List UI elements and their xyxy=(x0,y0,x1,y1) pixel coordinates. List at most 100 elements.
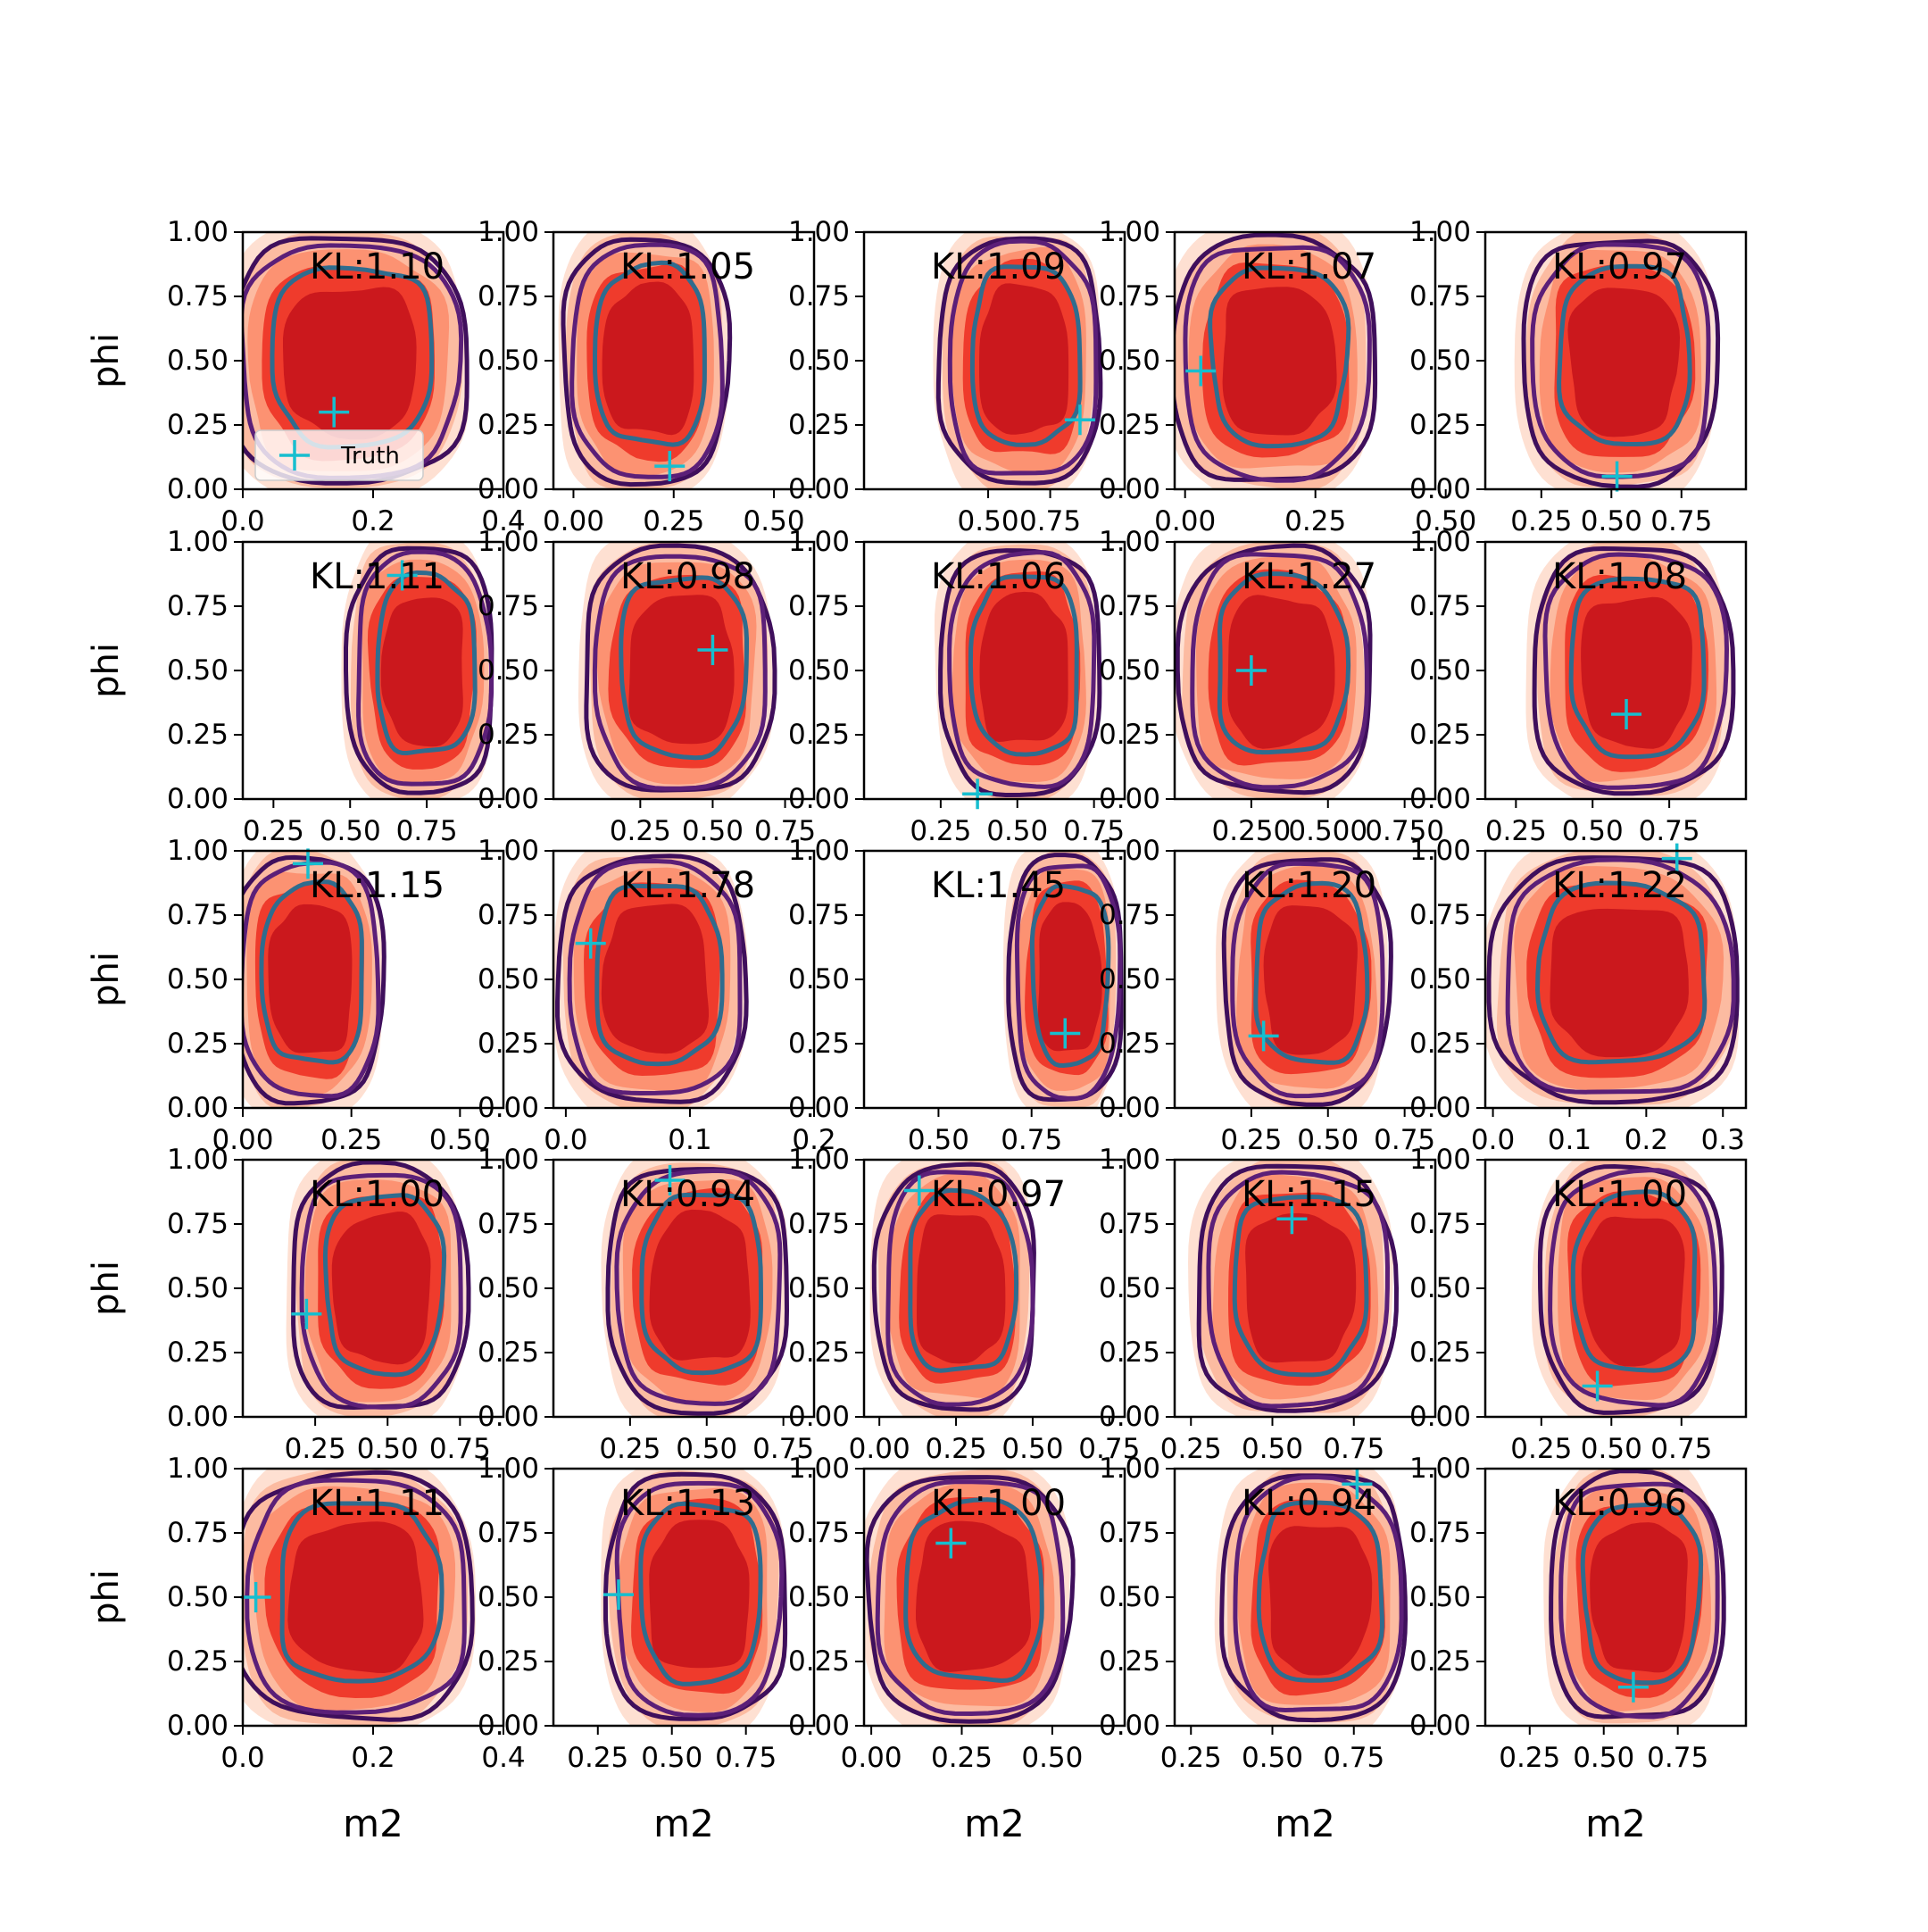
kl-annotation: KL:0.94 xyxy=(1242,1483,1376,1524)
y-tick-label: 0.25 xyxy=(478,1645,539,1678)
contour-outer xyxy=(584,543,777,793)
y-tick-label: 0.75 xyxy=(478,280,539,312)
contour-middle xyxy=(947,550,1097,789)
x-tick-label: 0.25 xyxy=(643,505,704,537)
y-tick-label: 0.00 xyxy=(1409,783,1471,815)
y-tick-label: 0.75 xyxy=(788,1517,850,1549)
panel-2: 0.00 0.25 0.50 0.75 1.00 0.00 0.25 0.50 KL:1.05 xyxy=(478,216,816,537)
y-tick-label: 0.75 xyxy=(1099,899,1160,931)
x-tick-label: 0.25 xyxy=(285,1433,346,1465)
y-tick-label: 0.00 xyxy=(788,473,850,505)
x-tick-label: 0.25 xyxy=(243,815,304,847)
truth-marker xyxy=(654,1165,686,1196)
x-tick-label: 0.75 xyxy=(396,815,458,847)
x-tick-label: 0.50 xyxy=(908,1124,969,1156)
x-tick-label: 0.0 xyxy=(220,1742,264,1774)
x-tick-label: 0.4 xyxy=(481,505,525,537)
truth-marker xyxy=(697,634,728,665)
y-tick-label: 0.75 xyxy=(167,1517,229,1549)
contour-middle xyxy=(243,860,381,1099)
y-tick-label: 0.00 xyxy=(788,1092,850,1124)
contour-inner xyxy=(375,570,478,756)
x-tick-label: 0.50 xyxy=(986,815,1048,847)
x-tick-label: 0.25 xyxy=(1220,1124,1282,1156)
kde-area xyxy=(1525,542,1736,799)
y-tick-label: 0.50 xyxy=(1409,963,1471,995)
kde-fill-level-5 xyxy=(1268,1526,1373,1676)
kde-fill-level-5 xyxy=(628,595,735,745)
x-tick-label: 0.2 xyxy=(351,1742,395,1774)
y-tick-label: 0.00 xyxy=(478,473,539,505)
kde-area xyxy=(1175,542,1373,799)
contour-inner xyxy=(968,574,1079,757)
x-tick-label: 0.750 xyxy=(1365,815,1444,847)
contour-middle xyxy=(875,1479,1066,1717)
truth-marker xyxy=(386,560,418,591)
kde-fill-level-5 xyxy=(1581,596,1692,749)
contour-outer xyxy=(1521,238,1721,489)
y-axis-label: phi xyxy=(86,1261,127,1316)
kl-annotation: KL:1.00 xyxy=(931,1483,1066,1524)
y-tick-label: 0.25 xyxy=(167,719,229,751)
kde-fill-level-5 xyxy=(1037,902,1102,1052)
y-tick-label: 0.75 xyxy=(478,899,539,931)
kl-annotation: KL:1.07 xyxy=(1242,246,1376,287)
y-tick-label: 1.00 xyxy=(1099,1453,1160,1485)
x-tick-label: 0.75 xyxy=(429,1433,491,1465)
kde-area xyxy=(869,1160,1036,1417)
contour-inner xyxy=(638,1501,763,1686)
truth-marker xyxy=(935,1528,967,1559)
y-tick-label: 0.00 xyxy=(167,1401,229,1433)
x-tick-label: 0.50 xyxy=(1297,1124,1359,1156)
contour-middle xyxy=(1530,242,1711,479)
y-tick-label: 0.75 xyxy=(167,1208,229,1240)
y-tick-label: 0.25 xyxy=(788,719,850,751)
kde-fill-level-5 xyxy=(649,1520,750,1669)
panel-22: 0.00 0.25 0.50 0.75 1.00 0.25 0.50 0.75 KL:1.13 m… xyxy=(478,1453,816,1845)
kde-area xyxy=(1514,232,1721,489)
contour-middle xyxy=(1558,1481,1720,1720)
y-tick-label: 0.25 xyxy=(1409,1337,1471,1369)
kde-area xyxy=(1175,232,1378,489)
x-tick-label: 0.75 xyxy=(752,1433,814,1465)
contour-inner xyxy=(1570,1189,1698,1373)
contour-middle xyxy=(1014,863,1123,1101)
y-tick-label: 0.75 xyxy=(478,1517,539,1549)
y-tick-label: 0.75 xyxy=(788,590,850,622)
x-axis-label: m2 xyxy=(653,1802,714,1845)
truth-marker xyxy=(575,928,606,959)
x-tick-label: 0.25 xyxy=(1499,1742,1560,1774)
kl-annotation: KL:1.20 xyxy=(1242,865,1376,906)
x-axis-label: m2 xyxy=(1275,1802,1335,1845)
kl-annotation: KL:1.05 xyxy=(620,246,755,287)
x-tick-label: 0.50 xyxy=(1021,1742,1083,1774)
y-tick-label: 0.25 xyxy=(1409,409,1471,441)
kde-area xyxy=(1485,851,1740,1108)
contour-outer xyxy=(935,236,1103,486)
x-tick-label: 0.0 xyxy=(544,1124,587,1156)
y-tick-label: 0.25 xyxy=(1409,1645,1471,1678)
y-tick-label: 0.00 xyxy=(1099,1092,1160,1124)
x-tick-label: 0.50 xyxy=(1562,815,1624,847)
y-tick-label: 0.50 xyxy=(1099,1581,1160,1613)
contour-middle xyxy=(592,554,768,791)
y-tick-label: 0.50 xyxy=(788,1272,850,1304)
y-tick-label: 0.50 xyxy=(478,1581,539,1613)
kl-annotation: KL:1.15 xyxy=(310,865,445,906)
x-axis-label: m2 xyxy=(964,1802,1025,1845)
y-tick-label: 0.25 xyxy=(167,1337,229,1369)
contour-inner xyxy=(903,1497,1044,1684)
kde-fill-level-5 xyxy=(287,1521,424,1673)
y-tick-label: 0.75 xyxy=(1099,280,1160,312)
kl-annotation: KL:1.22 xyxy=(1552,865,1687,906)
panel-23: 0.00 0.25 0.50 0.75 1.00 0.00 0.25 0.50 KL:1.00 m… xyxy=(788,1453,1126,1845)
x-tick-label: 0.50 xyxy=(320,815,381,847)
contour-middle xyxy=(569,242,725,479)
y-tick-label: 0.00 xyxy=(1099,1710,1160,1742)
y-tick-label: 1.00 xyxy=(478,526,539,558)
y-tick-label: 0.50 xyxy=(1409,1272,1471,1304)
x-tick-label: 0.50 xyxy=(744,505,805,537)
x-tick-label: 0.75 xyxy=(1019,505,1081,537)
